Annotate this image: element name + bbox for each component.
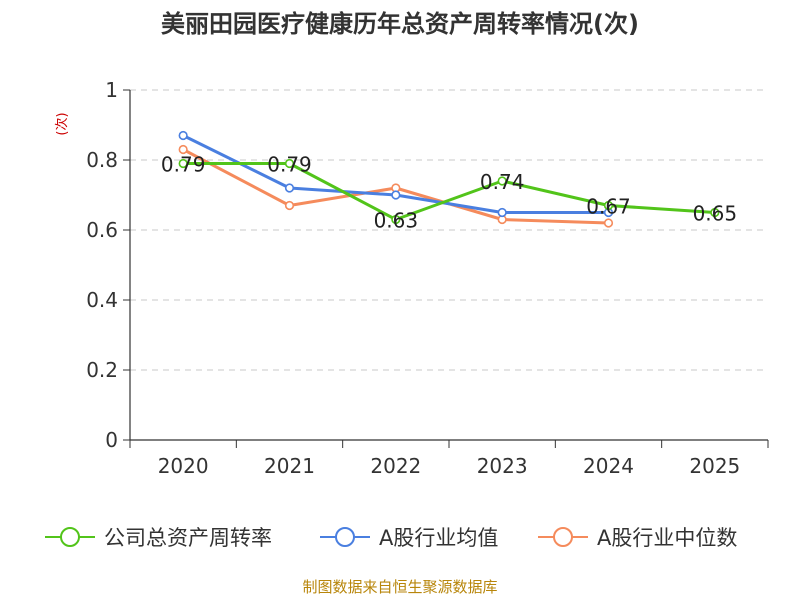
- data-label: 0.79: [161, 153, 206, 177]
- data-label: 0.74: [480, 170, 525, 194]
- legend-item-0[interactable]: 公司总资产周转率: [45, 526, 272, 550]
- data-point: [284, 183, 295, 193]
- x-tick-label: 2025: [689, 454, 740, 478]
- data-labels: 0.79 0.79 0.63 0.74 0.67 0.65: [161, 153, 737, 233]
- data-point: [284, 200, 295, 211]
- data-point: [178, 158, 188, 169]
- legend-label: A股行业中位数: [597, 526, 737, 550]
- legend-item-2[interactable]: A股行业中位数: [538, 526, 737, 550]
- y-axis-label: (次): [54, 112, 70, 135]
- data-label: 0.67: [586, 195, 631, 219]
- chart-title: 美丽田园医疗健康历年总资产周转率情况(次): [161, 10, 639, 38]
- data-point: [603, 200, 614, 211]
- x-tick-label: 2023: [477, 454, 528, 478]
- legend: 公司总资产周转率 A股行业均值 A股行业中位数: [45, 526, 737, 550]
- data-label: 0.65: [693, 202, 738, 226]
- series-line: [182, 134, 609, 214]
- y-tick-label: 1: [105, 78, 118, 102]
- x-tick-label: 2021: [264, 454, 315, 478]
- y-tick-label: 0.8: [86, 148, 118, 172]
- series-line: [183, 162, 715, 221]
- data-point: [391, 190, 401, 200]
- legend-marker: [335, 527, 355, 547]
- x-tick-label: 2020: [158, 454, 209, 478]
- y-tick-label: 0.4: [86, 288, 118, 312]
- data-point: [710, 207, 720, 218]
- series-group: [178, 130, 720, 228]
- data-point: [603, 218, 614, 228]
- y-tick-label: 0: [105, 428, 118, 452]
- y-tick-label: 0.6: [86, 218, 118, 242]
- legend-label: A股行业均值: [379, 526, 498, 550]
- data-label: 0.79: [267, 153, 312, 177]
- data-point: [284, 158, 295, 169]
- y-tick-label: 0.2: [86, 358, 118, 382]
- data-point: [497, 176, 507, 186]
- legend-item-1[interactable]: A股行业均值: [320, 526, 498, 550]
- data-point: [497, 207, 507, 218]
- x-tick-label: 2022: [370, 454, 421, 478]
- data-point: [178, 144, 188, 155]
- legend-marker: [60, 527, 80, 547]
- data-point: [178, 130, 188, 141]
- legend-label: 公司总资产周转率: [104, 526, 272, 550]
- data-point: [391, 214, 401, 225]
- gridlines: [130, 89, 768, 371]
- x-tick-label: 2024: [583, 454, 634, 478]
- series-1: [178, 130, 614, 218]
- axes: 0 0.2 0.4 0.6 0.8 1 2020 2021 2022 2023 2024 2025: [86, 78, 769, 478]
- legend-marker: [553, 527, 573, 547]
- data-label: 0.63: [374, 209, 419, 233]
- series-0: [178, 158, 720, 225]
- source-note: 制图数据来自恒生聚源数据库: [302, 578, 497, 596]
